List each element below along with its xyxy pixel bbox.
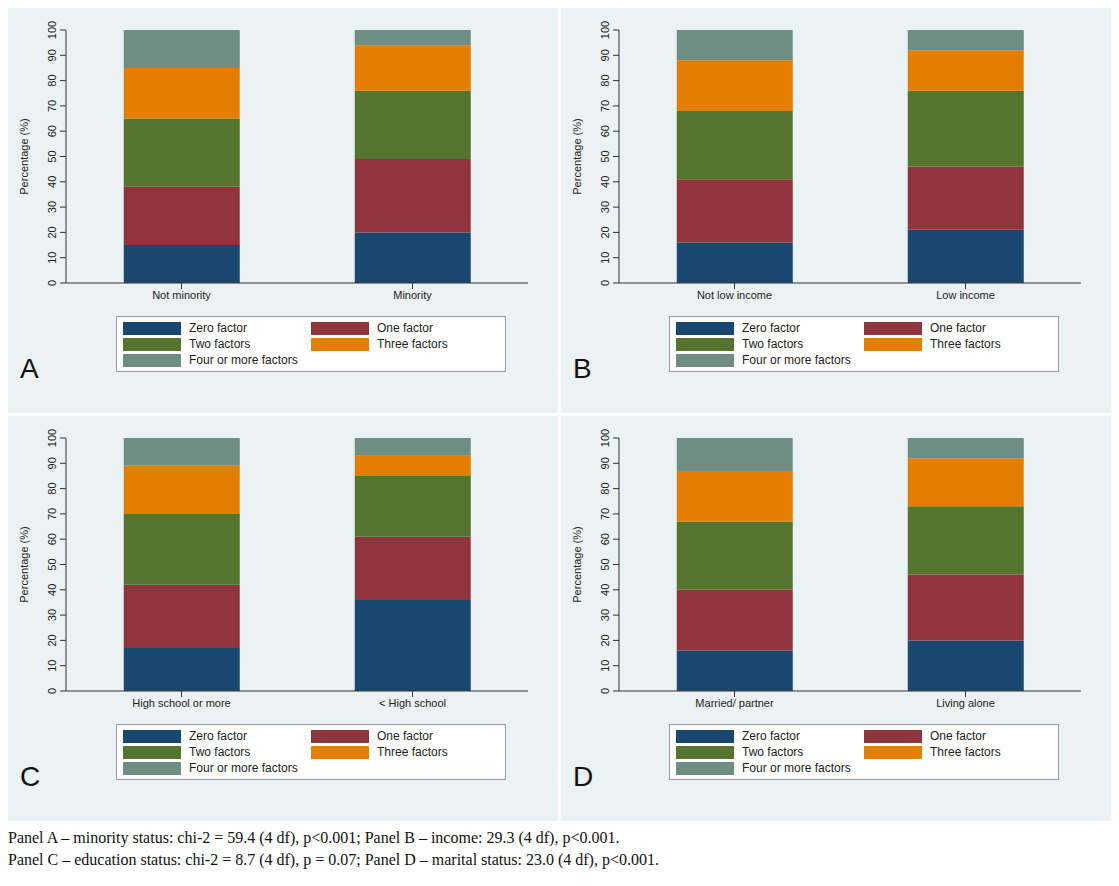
svg-text:90: 90: [46, 457, 58, 469]
svg-text:Not minority: Not minority: [152, 289, 211, 301]
svg-text:10: 10: [46, 252, 58, 264]
html-text:Three factors: Three factors: [377, 745, 448, 759]
svg-text:80: 80: [599, 74, 611, 86]
html-text:Zero factor: Zero factor: [189, 321, 247, 335]
svg-text:40: 40: [46, 176, 58, 188]
svg-text:Minority: Minority: [393, 289, 432, 301]
svg-text:100: 100: [599, 21, 611, 39]
svg-text:30: 30: [599, 201, 611, 213]
svg-text:70: 70: [46, 100, 58, 112]
svg-text:Percentage (%): Percentage (%): [571, 118, 583, 194]
svg-text:0: 0: [599, 280, 611, 286]
svg-text:20: 20: [46, 226, 58, 238]
svg-text:80: 80: [599, 482, 611, 494]
html-text:Two factors: Two factors: [742, 337, 804, 351]
svg-text:60: 60: [46, 533, 58, 545]
html-text:Two factors: Two factors: [189, 745, 251, 759]
svg-text:< High school: < High school: [379, 697, 446, 709]
svg-text:Living alone: Living alone: [936, 697, 995, 709]
html-text:Three factors: Three factors: [930, 745, 1001, 759]
svg-text:100: 100: [46, 429, 58, 447]
svg-text:30: 30: [599, 609, 611, 621]
svg-text:High school or more: High school or more: [132, 697, 230, 709]
html-text:Four or more factors: Four or more factors: [742, 353, 851, 367]
html-text:B: B: [573, 353, 592, 384]
svg-text:70: 70: [599, 100, 611, 112]
svg-text:60: 60: [46, 125, 58, 137]
svg-text:10: 10: [46, 660, 58, 672]
svg-text:20: 20: [46, 634, 58, 646]
svg-text:50: 50: [46, 150, 58, 162]
svg-text:Percentage (%): Percentage (%): [18, 118, 30, 194]
html-text:Three factors: Three factors: [377, 337, 448, 351]
html-text:One factor: One factor: [377, 321, 433, 335]
html-text:Two factors: Two factors: [189, 337, 251, 351]
html-text:Panel A – minority status: chi: Panel A – minority status: chi-2 = 59.4 …: [8, 829, 620, 846]
html-text:Four or more factors: Four or more factors: [742, 761, 851, 775]
svg-text:20: 20: [599, 634, 611, 646]
html-text:Zero factor: Zero factor: [742, 321, 800, 335]
html-text:One factor: One factor: [377, 729, 433, 743]
svg-text:80: 80: [46, 482, 58, 494]
svg-text:10: 10: [599, 252, 611, 264]
svg-text:90: 90: [599, 49, 611, 61]
svg-text:90: 90: [46, 49, 58, 61]
html-text:Four or more factors: Four or more factors: [189, 353, 298, 367]
svg-text:0: 0: [599, 688, 611, 694]
svg-text:100: 100: [599, 429, 611, 447]
html-text:Zero factor: Zero factor: [189, 729, 247, 743]
svg-text:60: 60: [599, 533, 611, 545]
html-text:A: A: [20, 353, 39, 384]
svg-text:30: 30: [46, 201, 58, 213]
svg-text:0: 0: [46, 280, 58, 286]
svg-text:40: 40: [599, 176, 611, 188]
html-text:Zero factor: Zero factor: [742, 729, 800, 743]
svg-text:Percentage (%): Percentage (%): [18, 526, 30, 602]
svg-text:10: 10: [599, 660, 611, 672]
html-text:D: D: [573, 761, 594, 792]
html-text:Three factors: Three factors: [930, 337, 1001, 351]
svg-text:50: 50: [599, 558, 611, 570]
svg-text:0: 0: [46, 688, 58, 694]
svg-text:30: 30: [46, 609, 58, 621]
svg-text:Percentage (%): Percentage (%): [571, 526, 583, 602]
html-text:Panel C – education status: ch: Panel C – education status: chi-2 = 8.7 …: [8, 851, 659, 868]
svg-text:Not low income: Not low income: [697, 289, 772, 301]
svg-text:90: 90: [599, 457, 611, 469]
html-text:One factor: One factor: [930, 321, 986, 335]
svg-text:Low income: Low income: [936, 289, 995, 301]
svg-text:40: 40: [46, 584, 58, 596]
html-text:Two factors: Two factors: [742, 745, 804, 759]
svg-text:70: 70: [46, 508, 58, 520]
html-text:One factor: One factor: [930, 729, 986, 743]
svg-text:60: 60: [599, 125, 611, 137]
html-text:C: C: [20, 761, 41, 792]
svg-text:50: 50: [46, 558, 58, 570]
svg-text:70: 70: [599, 508, 611, 520]
svg-text:50: 50: [599, 150, 611, 162]
svg-text:40: 40: [599, 584, 611, 596]
svg-text:Married/ partner: Married/ partner: [695, 697, 774, 709]
svg-text:80: 80: [46, 74, 58, 86]
html-text:Four or more factors: Four or more factors: [189, 761, 298, 775]
svg-text:100: 100: [46, 21, 58, 39]
svg-text:20: 20: [599, 226, 611, 238]
